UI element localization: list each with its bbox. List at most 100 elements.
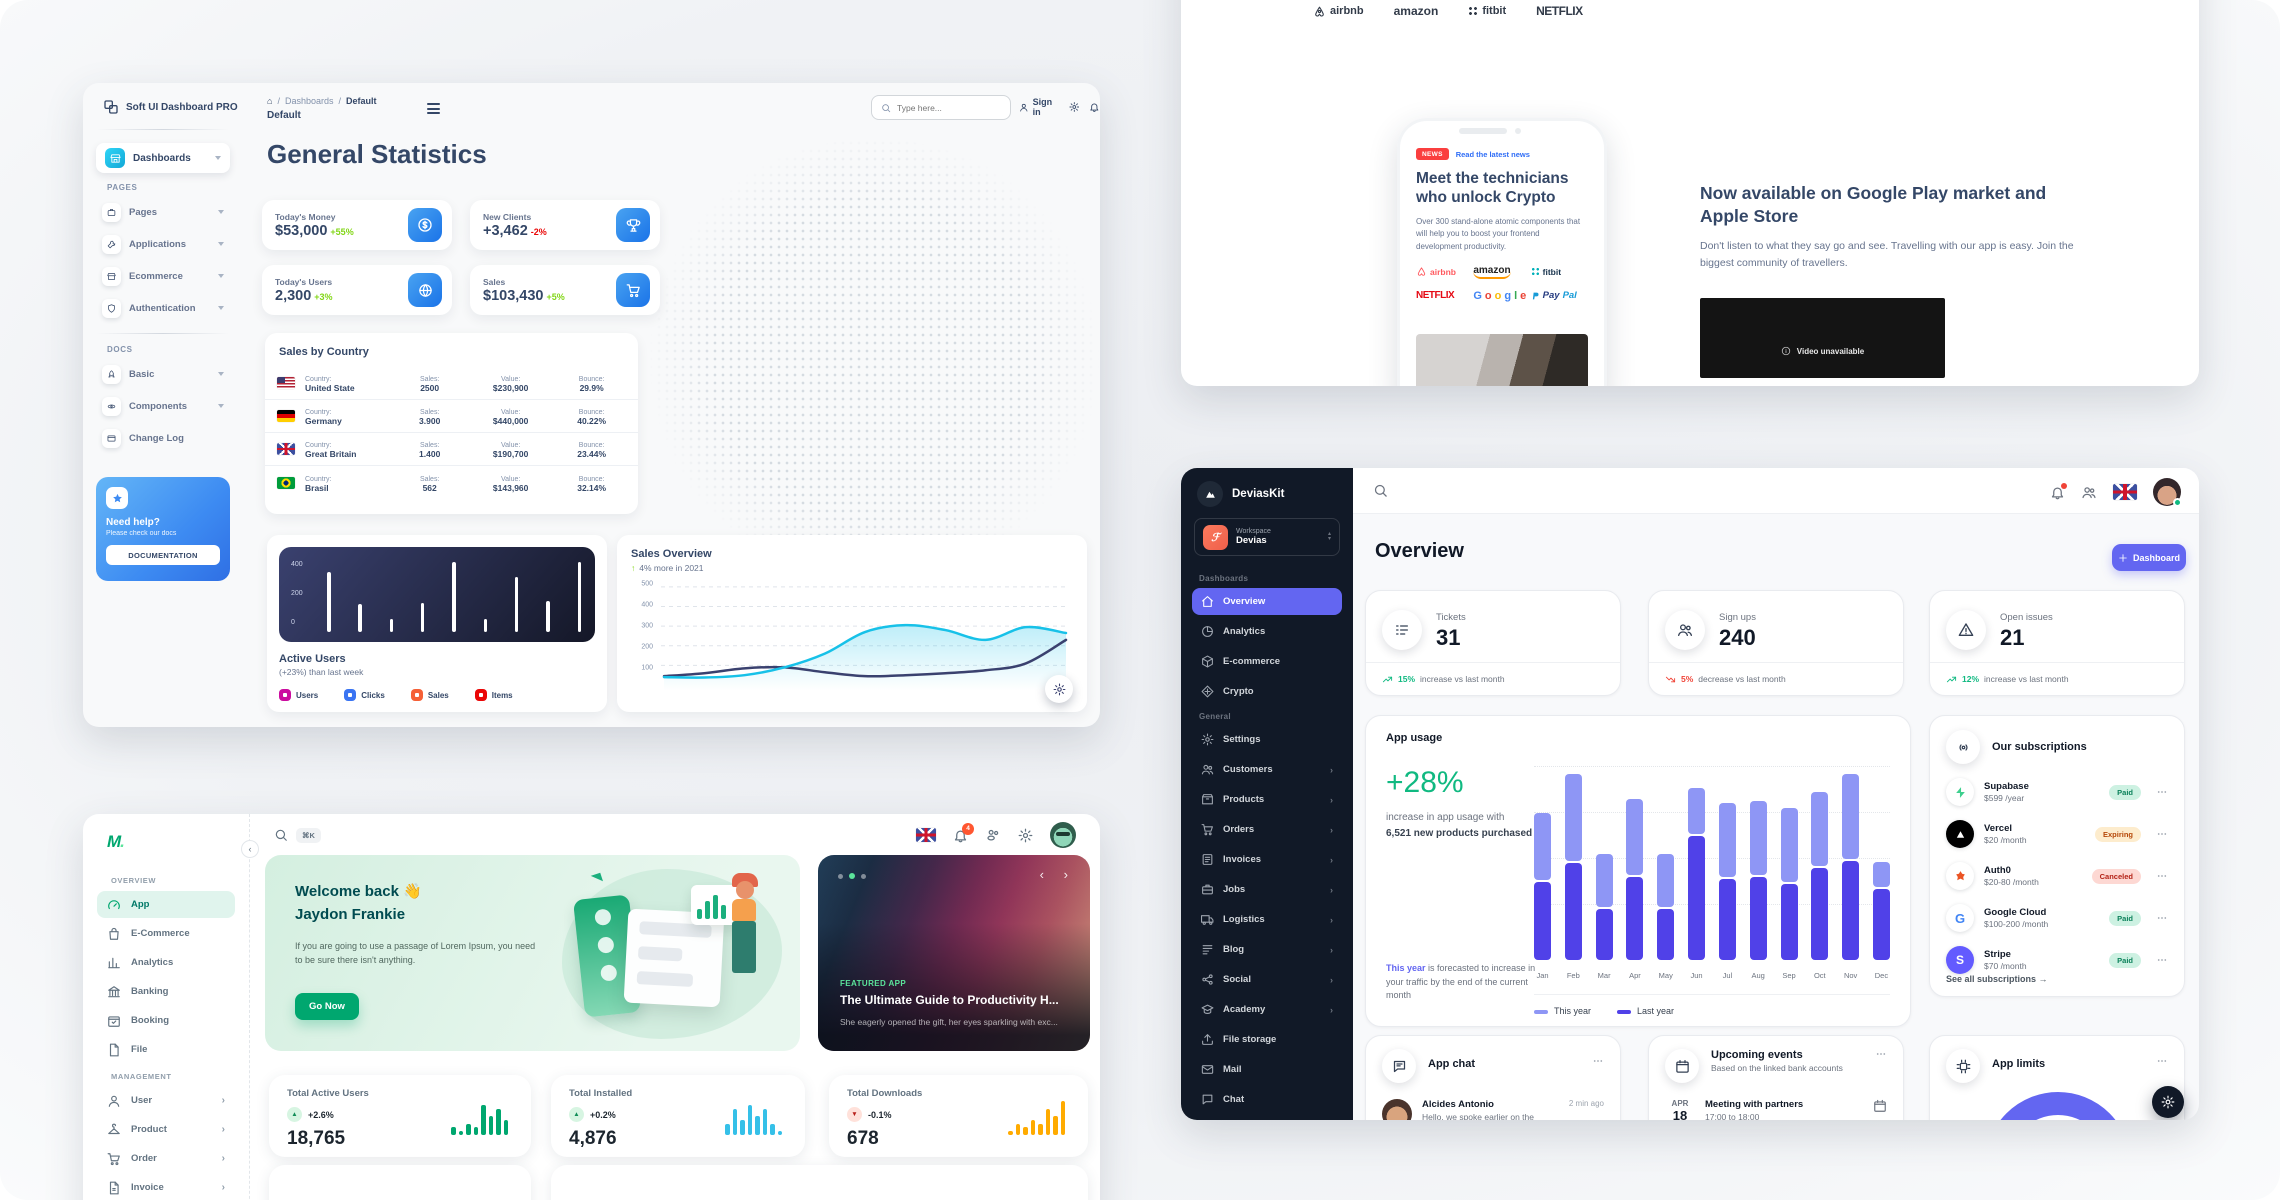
subscription-row: Supabase $599 /year Paid ⋯ xyxy=(1946,778,2168,806)
stat-card-todays-money: Today's Money $53,000 +55% xyxy=(262,200,452,250)
phone-notch xyxy=(1459,128,1507,134)
bell-icon[interactable] xyxy=(1089,101,1100,113)
chevron-right-icon: › xyxy=(221,1095,225,1106)
carousel-next-icon[interactable]: › xyxy=(1063,867,1068,882)
sidebar-item-orders[interactable]: Orders › xyxy=(1192,816,1342,843)
more-menu-icon[interactable]: ⋯ xyxy=(2157,828,2168,840)
carousel-dot[interactable] xyxy=(838,873,843,879)
add-dashboard-button[interactable]: Dashboard xyxy=(2112,544,2186,571)
sidebar-item-changelog[interactable]: Change Log xyxy=(96,425,230,451)
video-embed[interactable]: Video unavailable xyxy=(1700,298,1945,378)
avatar[interactable] xyxy=(1050,822,1076,848)
sidebar-item-basic[interactable]: Basic xyxy=(96,361,230,387)
calendar-icon xyxy=(1873,1099,1887,1120)
sidebar-collapse-button[interactable]: ‹ xyxy=(241,840,259,858)
carousel-dot-active[interactable] xyxy=(849,873,855,879)
event-row[interactable]: APR 18 Meeting with partners 17:00 to 18:0… xyxy=(1665,1099,1887,1120)
featured-title[interactable]: The Ultimate Guide to Productivity H... xyxy=(840,993,1059,1007)
sidebar-item-dashboards[interactable]: Dashboards xyxy=(96,143,230,173)
sidebar-item-analytics[interactable]: Analytics xyxy=(1192,618,1342,645)
home-icon xyxy=(1202,596,1213,607)
minimal-sidebar: M. OVERVIEW App E-Commerce Analytics Ban… xyxy=(83,814,250,1200)
carousel-prev-icon[interactable]: ‹ xyxy=(1039,867,1044,882)
sidebar-item-invoice[interactable]: Invoice › xyxy=(97,1174,235,1200)
sparkline-chart xyxy=(1008,1099,1070,1135)
sidebar-item-order[interactable]: Order › xyxy=(97,1145,235,1172)
clicks-legend-icon xyxy=(344,689,357,701)
sidebar-item-academy[interactable]: Academy › xyxy=(1192,996,1342,1023)
sidebar-item-overview[interactable]: Overview xyxy=(1192,588,1342,615)
workspace-selector[interactable]: ℱ Workspace Devias ▴ ▾ xyxy=(1194,518,1340,556)
sidebar-item-analytics[interactable]: Analytics xyxy=(97,949,235,976)
theme-settings-fab[interactable] xyxy=(2152,1086,2184,1118)
sidebar-item-crypto[interactable]: Crypto xyxy=(1192,678,1342,705)
sign-in-button[interactable]: Sign in xyxy=(1019,97,1059,117)
subscriptions-card: Our subscriptions Supabase $599 /year Pai… xyxy=(1929,715,2185,997)
chevron-right-icon: › xyxy=(1330,974,1333,985)
settings-fab[interactable] xyxy=(1045,675,1073,703)
more-menu-icon[interactable]: ⋯ xyxy=(2157,912,2168,924)
sidebar-item-logistics[interactable]: Logistics › xyxy=(1192,906,1342,933)
sidebar-item-authentication[interactable]: Authentication xyxy=(96,295,230,321)
sparkline-chart xyxy=(725,1099,787,1135)
more-menu-icon[interactable]: ⋯ xyxy=(1593,1056,1604,1067)
see-all-subscriptions-link[interactable]: See all subscriptions → xyxy=(1946,974,2048,984)
more-menu-icon[interactable]: ⋯ xyxy=(1876,1049,1887,1060)
sidebar-item-products[interactable]: Products › xyxy=(1192,786,1342,813)
sidebar-item-file-storage[interactable]: File storage xyxy=(1192,1026,1342,1053)
sidebar-item-applications[interactable]: Applications xyxy=(96,231,230,257)
sidebar-item-ecommerce[interactable]: E-commerce xyxy=(1192,648,1342,675)
deviaskit-window: DeviasKit ℱ Workspace Devias ▴ ▾ Dashboard… xyxy=(1181,468,2199,1120)
more-menu-icon[interactable]: ⋯ xyxy=(2157,870,2168,882)
more-menu-icon[interactable]: ⋯ xyxy=(2157,954,2168,966)
language-flag-uk[interactable] xyxy=(916,828,936,842)
sidebar-item-app[interactable]: App xyxy=(97,891,235,918)
featured-app-card[interactable]: ‹ › FEATURED APP The Ultimate Guide to P… xyxy=(818,855,1090,1051)
sidebar-item-jobs[interactable]: Jobs › xyxy=(1192,876,1342,903)
bell-icon[interactable] xyxy=(2050,482,2067,500)
carousel-dot[interactable] xyxy=(861,873,866,879)
sidebar-item-invoices[interactable]: Invoices › xyxy=(1192,846,1342,873)
stat-card-todays-users: Today's Users 2,300 +3% xyxy=(262,265,452,315)
file-icon xyxy=(109,1043,119,1056)
sidebar-item-customers[interactable]: Customers › xyxy=(1192,756,1342,783)
sidebar-item-components[interactable]: Components xyxy=(96,393,230,419)
gear-icon[interactable] xyxy=(1018,828,1033,843)
more-menu-icon[interactable]: ⋯ xyxy=(2157,786,2168,798)
sidebar-item-mail[interactable]: Mail xyxy=(1192,1056,1342,1083)
search-input[interactable] xyxy=(897,102,997,113)
sidebar-item-blog[interactable]: Blog › xyxy=(1192,936,1342,963)
bell-icon[interactable]: 4 xyxy=(953,822,974,843)
more-menu-icon[interactable]: ⋯ xyxy=(2157,1056,2168,1067)
sidebar-item-user[interactable]: User › xyxy=(97,1087,235,1114)
hamburger-menu-icon[interactable] xyxy=(427,103,440,117)
sidebar-item-social[interactable]: Social › xyxy=(1192,966,1342,993)
contacts-icon[interactable] xyxy=(985,828,1001,843)
avatar[interactable] xyxy=(2153,478,2182,507)
trend-up-icon: ▲ xyxy=(287,1107,302,1122)
search-icon[interactable] xyxy=(274,828,288,842)
documentation-button[interactable]: DOCUMENTATION xyxy=(106,545,220,565)
sidebar-item-chat[interactable]: Chat xyxy=(1192,1086,1342,1113)
language-flag-uk[interactable] xyxy=(2113,484,2137,500)
app-chat-card: App chat ⋯ Alcides Antonio Hello, we spok… xyxy=(1365,1035,1621,1120)
sidebar-item-banking[interactable]: Banking xyxy=(97,978,235,1005)
go-now-button[interactable]: Go Now xyxy=(295,993,359,1020)
contacts-icon[interactable] xyxy=(2081,485,2097,500)
breadcrumb-dashboards[interactable]: Dashboards xyxy=(284,96,334,106)
sidebar-item-ecommerce[interactable]: E-Commerce xyxy=(97,920,235,947)
chat-message-row[interactable]: Alcides Antonio Hello, we spoke earlier o… xyxy=(1382,1099,1604,1120)
news-link[interactable]: Read the latest news xyxy=(1455,149,1530,159)
vercel-logo xyxy=(1946,820,1974,848)
search-icon[interactable] xyxy=(1373,483,1388,498)
sidebar-item-product[interactable]: Product › xyxy=(97,1116,235,1143)
star-icon xyxy=(106,487,128,509)
sidebar-item-booking[interactable]: Booking xyxy=(97,1007,235,1034)
items-legend-icon xyxy=(474,689,487,701)
graduation-cap-icon xyxy=(1201,1004,1214,1014)
gear-icon[interactable] xyxy=(1069,101,1080,113)
sidebar-item-pages[interactable]: Pages xyxy=(96,199,230,225)
sidebar-item-file[interactable]: File xyxy=(97,1036,235,1063)
sidebar-item-settings[interactable]: Settings xyxy=(1192,726,1342,753)
sidebar-item-ecommerce[interactable]: Ecommerce xyxy=(96,263,230,289)
